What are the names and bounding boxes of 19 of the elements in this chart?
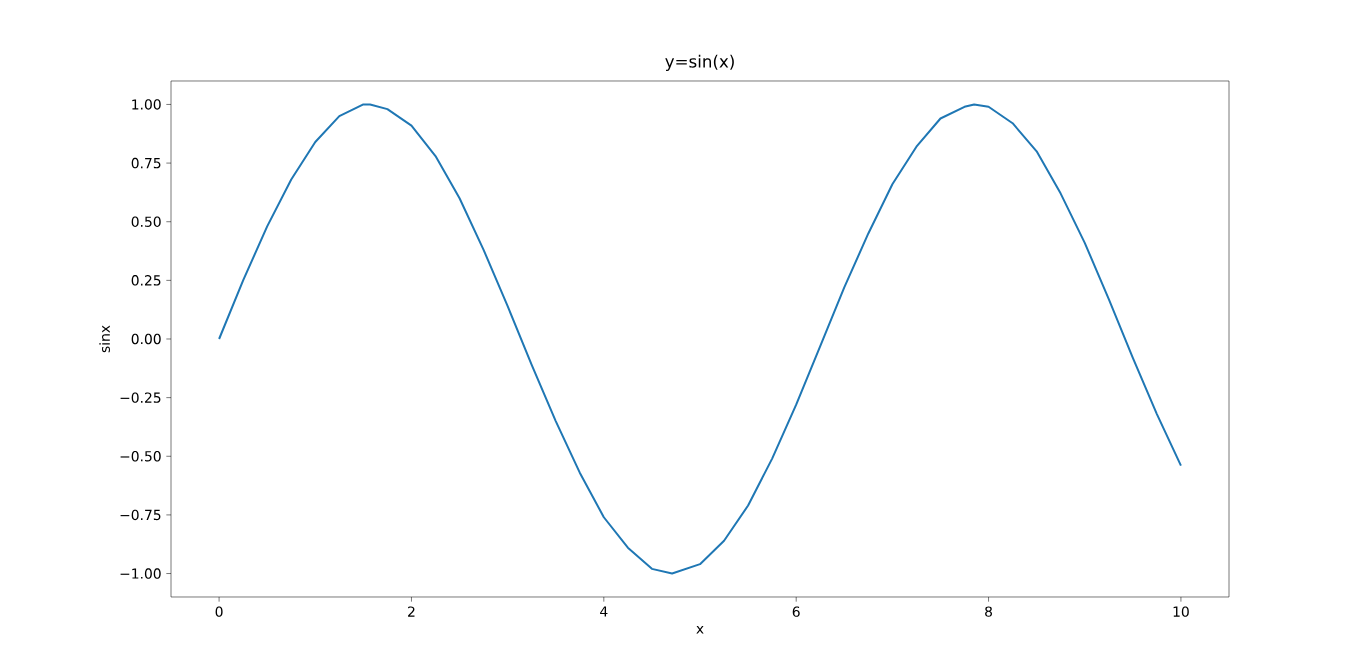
y-tick-label: −0.25 <box>120 392 161 403</box>
y-tick-label: 0.25 <box>131 275 161 286</box>
y-tick-label: 1.00 <box>132 99 161 110</box>
x-tick-label: 6 <box>792 606 800 617</box>
x-tick-label: 4 <box>600 606 608 617</box>
y-tick-label: 0.00 <box>131 333 161 345</box>
x-tick-label: 0 <box>215 606 223 617</box>
y-axis-title: sinx <box>99 325 110 353</box>
chart-title: y=sin(x) <box>665 54 734 71</box>
y-tick-label: −0.50 <box>120 451 161 462</box>
x-tick-label: 2 <box>408 606 415 617</box>
x-tick-label: 8 <box>985 606 993 617</box>
x-tick-label: 10 <box>1173 606 1189 617</box>
y-tick-label: 0.75 <box>131 157 161 169</box>
y-tick-label: −0.75 <box>120 509 161 521</box>
y-tick-label: 0.50 <box>131 216 161 227</box>
y-tick-label: −1.00 <box>120 568 161 579</box>
line-series <box>218 103 1182 575</box>
x-axis-title: x <box>696 626 704 634</box>
